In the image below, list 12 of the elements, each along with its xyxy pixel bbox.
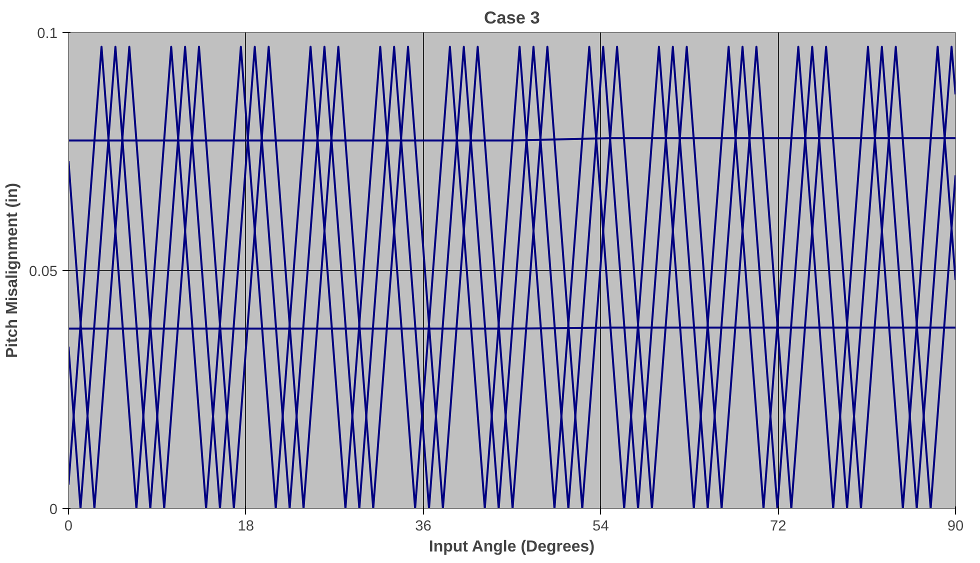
x-tick-label: 36 — [415, 518, 432, 534]
x-tick-label: 90 — [947, 518, 964, 534]
chart-title: Case 3 — [484, 8, 540, 28]
x-tick-label: 18 — [238, 518, 254, 534]
x-tick-label: 0 — [64, 518, 73, 534]
y-tick-label: 0.05 — [28, 264, 58, 280]
x-tick-label: 72 — [770, 518, 786, 534]
y-axis-title: Pitch Misalignment (in) — [4, 182, 21, 358]
x-tick-label: 54 — [592, 518, 609, 534]
y-tick-label: 0 — [49, 502, 58, 518]
y-tick-label: 0.1 — [37, 26, 58, 42]
x-axis-title: Input Angle (Degrees) — [428, 538, 595, 556]
